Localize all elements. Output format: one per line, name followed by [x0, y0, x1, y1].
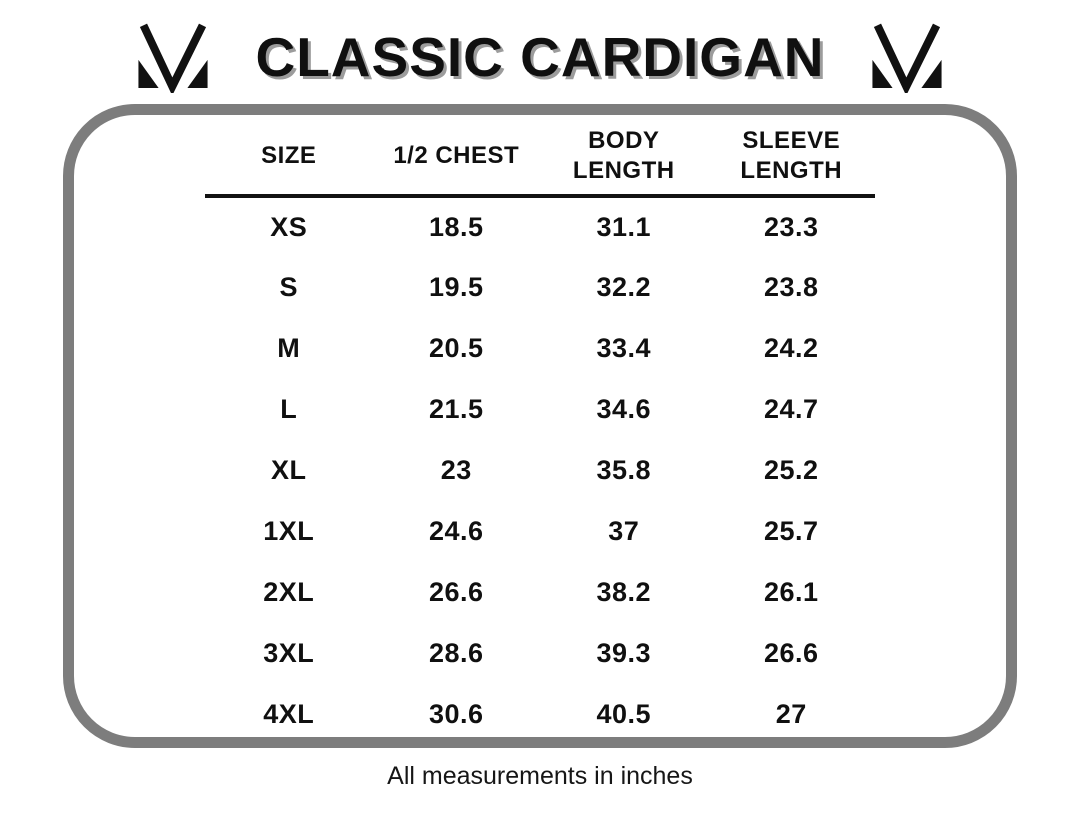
body-length-cell: 35.8 [596, 455, 652, 485]
page-title: CLASSIC CARDIGAN [255, 26, 825, 88]
half-chest-cell: 26.6 [428, 577, 484, 607]
sleeve-length-cell: 24.7 [763, 394, 819, 424]
table-row: 3XL 28.6 39.3 26.6 [205, 623, 875, 684]
half-chest-cell: 28.6 [428, 638, 484, 668]
size-cell: S [279, 272, 298, 302]
table-row: S 19.5 32.2 23.8 [205, 257, 875, 318]
sleeve-length-cell: 23.8 [763, 272, 819, 302]
sleeve-length-cell: 24.2 [763, 333, 819, 363]
half-chest-cell: 21.5 [428, 394, 484, 424]
body-length-cell: 33.4 [596, 333, 652, 363]
table-row: 4XL 30.6 40.5 27 [205, 684, 875, 745]
sleeve-length-cell: 26.1 [763, 577, 819, 607]
column-header-body-length: BODY LENGTH [540, 125, 708, 198]
half-chest-cell: 18.5 [428, 212, 484, 242]
sleeve-length-cell: 26.6 [763, 638, 819, 668]
size-cell: 4XL [263, 699, 315, 729]
sleeve-length-cell: 27 [775, 699, 807, 729]
size-table-head: SIZE 1/2 CHEST BODY LENGTH SLEEVE LENGTH [205, 125, 875, 198]
half-chest-cell: 19.5 [428, 272, 484, 302]
body-length-cell: 32.2 [596, 272, 652, 302]
size-table-body: XS 18.5 31.1 23.3 S 19.5 32.2 23.8 M 20.5 33.4 24.2… [205, 196, 875, 745]
half-chest-cell: 20.5 [428, 333, 484, 363]
size-cell: L [280, 394, 298, 424]
body-length-cell: 34.6 [596, 394, 652, 424]
table-row: XS 18.5 31.1 23.3 [205, 196, 875, 257]
column-header-half-chest: 1/2 CHEST [372, 125, 540, 198]
size-cell: 3XL [263, 638, 315, 668]
size-chart-frame: SIZE 1/2 CHEST BODY LENGTH SLEEVE LENGTH XS… [63, 104, 1017, 748]
body-length-cell: 38.2 [596, 577, 652, 607]
size-cell: 1XL [263, 516, 315, 546]
column-header-sleeve-length: SLEEVE LENGTH [707, 125, 875, 198]
body-length-cell: 31.1 [596, 212, 652, 242]
half-chest-cell: 23 [440, 455, 472, 485]
sleeve-length-cell: 25.7 [763, 516, 819, 546]
size-cell: XS [270, 212, 308, 242]
body-length-cell: 39.3 [596, 638, 652, 668]
half-chest-cell: 30.6 [428, 699, 484, 729]
body-length-cell: 37 [608, 516, 640, 546]
half-chest-cell: 24.6 [428, 516, 484, 546]
size-cell: XL [270, 455, 307, 485]
size-cell: M [277, 333, 301, 363]
brand-m-logo-icon [135, 21, 211, 93]
page-header: CLASSIC CARDIGAN [0, 0, 1080, 100]
sleeve-length-cell: 23.3 [763, 212, 819, 242]
table-row: XL 23 35.8 25.2 [205, 440, 875, 501]
column-header-size: SIZE [205, 125, 373, 198]
size-cell: 2XL [263, 577, 315, 607]
table-row: 2XL 26.6 38.2 26.1 [205, 562, 875, 623]
body-length-cell: 40.5 [596, 699, 652, 729]
table-row: 1XL 24.6 37 25.7 [205, 501, 875, 562]
size-table: SIZE 1/2 CHEST BODY LENGTH SLEEVE LENGTH XS… [205, 125, 875, 745]
sleeve-length-cell: 25.2 [763, 455, 819, 485]
table-row: M 20.5 33.4 24.2 [205, 318, 875, 379]
brand-m-logo-icon [869, 21, 945, 93]
units-footnote: All measurements in inches [387, 762, 693, 790]
table-row: L 21.5 34.6 24.7 [205, 379, 875, 440]
header-row: SIZE 1/2 CHEST BODY LENGTH SLEEVE LENGTH [205, 125, 875, 198]
